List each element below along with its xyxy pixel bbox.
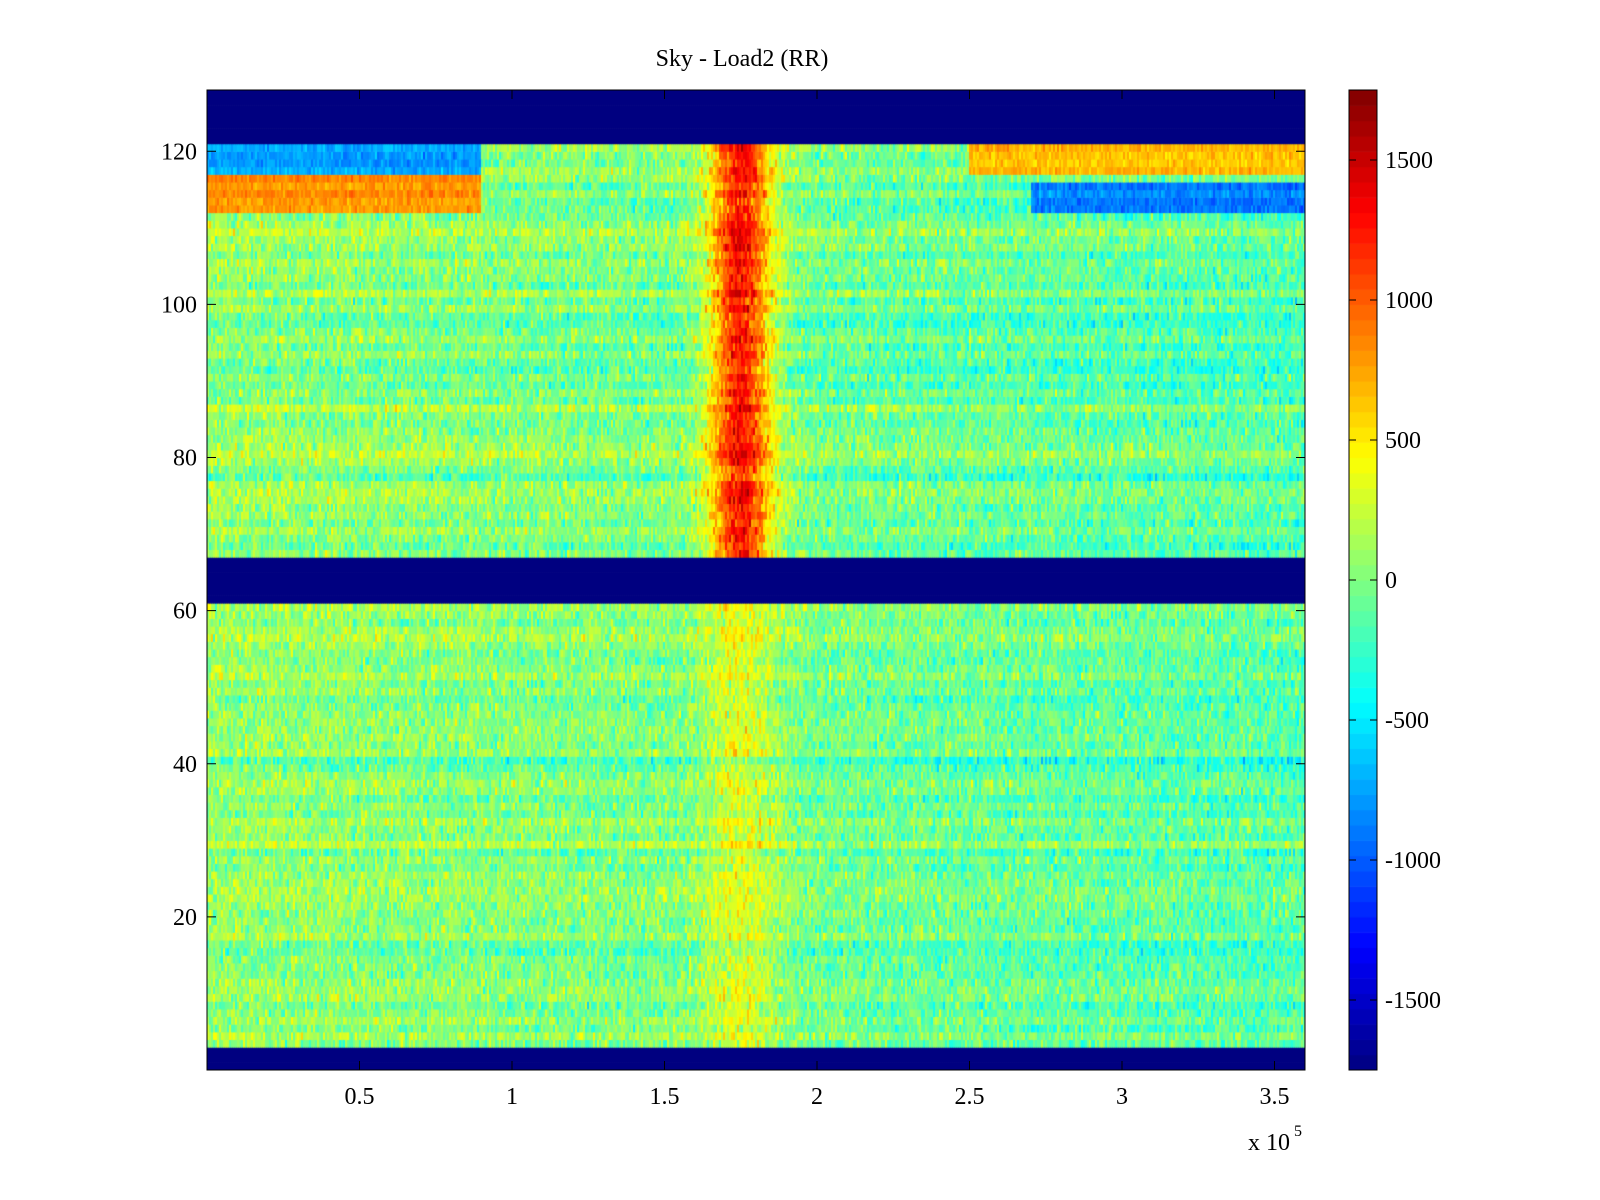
chart-title: Sky - Load2 (RR) bbox=[656, 46, 829, 72]
x-tick-label: 1 bbox=[506, 1084, 518, 1110]
colorbar-tick-label: 0 bbox=[1385, 568, 1397, 594]
y-tick-label: 60 bbox=[173, 599, 197, 625]
x-multiplier-label: x 10 bbox=[1248, 1130, 1290, 1156]
x-tick-label: 0.5 bbox=[345, 1084, 375, 1110]
x-tick-label: 3 bbox=[1116, 1084, 1128, 1110]
heatmap-image-container bbox=[207, 90, 1305, 1070]
y-tick-label: 100 bbox=[161, 292, 197, 318]
colorbar-tick-label: 1500 bbox=[1385, 148, 1433, 174]
colorbar-tick-label: -1500 bbox=[1385, 988, 1441, 1014]
y-tick-label: 40 bbox=[173, 752, 197, 778]
colorbar-tick-label: 500 bbox=[1385, 428, 1421, 454]
colorbar-tick-label: 1000 bbox=[1385, 288, 1433, 314]
y-tick-label: 20 bbox=[173, 905, 197, 931]
colorbar-axis: -1500 -1000 -500 0 500 1000 1500 bbox=[1349, 148, 1441, 1014]
x-tick-label: 3.5 bbox=[1260, 1084, 1290, 1110]
y-axis: 20 40 60 80 100 120 bbox=[161, 139, 1305, 931]
x-axis: 0.5 1 1.5 2 2.5 3 3.5 bbox=[345, 90, 1290, 1110]
plot-frame bbox=[206, 89, 1306, 1071]
colorbar-tick-label: -500 bbox=[1385, 708, 1429, 734]
y-tick-label: 80 bbox=[173, 446, 197, 472]
heatmap-image bbox=[207, 90, 1305, 1070]
y-tick-label: 120 bbox=[161, 139, 197, 165]
x-tick-label: 2.5 bbox=[955, 1084, 985, 1110]
colorbar-tick-label: -1000 bbox=[1385, 848, 1441, 874]
x-tick-label: 2 bbox=[811, 1084, 823, 1110]
x-multiplier-exponent: 5 bbox=[1294, 1123, 1302, 1140]
x-tick-label: 1.5 bbox=[650, 1084, 680, 1110]
